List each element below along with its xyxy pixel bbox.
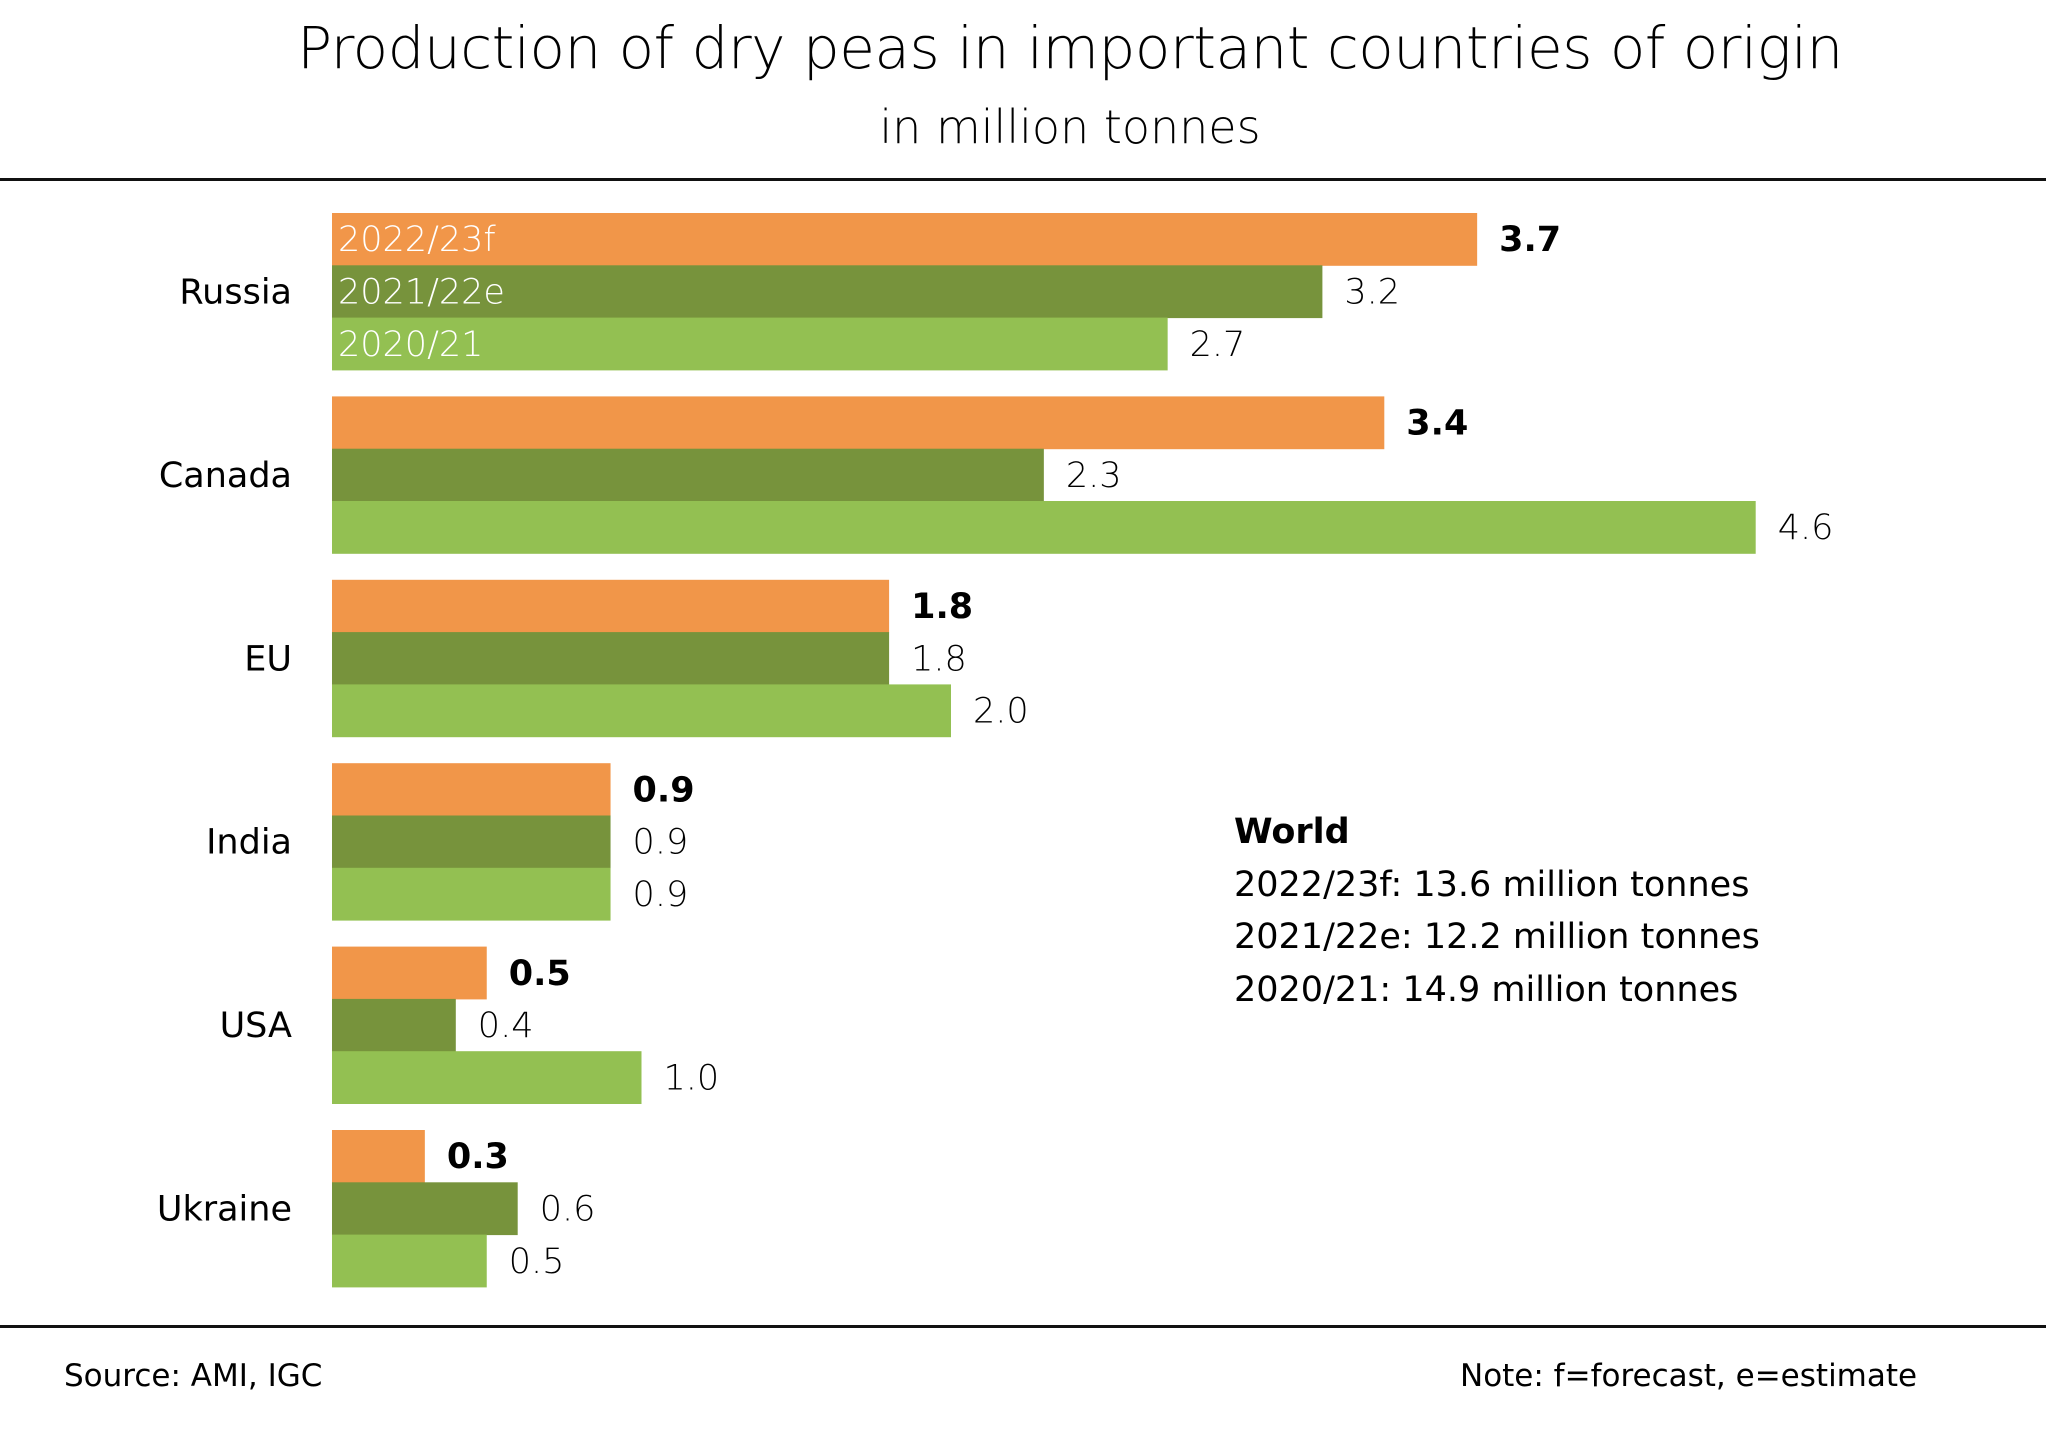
bar-eu-2020-21: [332, 684, 951, 738]
world-line-2020-21: 2020/21: 14.9 million tonnes: [1234, 969, 1739, 1010]
category-label-canada: Canada: [159, 456, 292, 496]
category-label-ukraine: Ukraine: [157, 1189, 292, 1229]
source-note: Source: AMI, IGC: [64, 1358, 323, 1394]
category-label-india: India: [206, 823, 292, 863]
data-label-canada-2020-21: 4.6: [1778, 508, 1834, 548]
bar-eu-2022-23f: [332, 579, 890, 633]
bar-canada-2020-21: [332, 501, 1756, 554]
abbreviation-note: Note: f=forecast, e=estimate: [1460, 1358, 1918, 1394]
world-annotation: World 2022/23f: 13.6 million tonnes 2021…: [1234, 806, 1760, 1016]
bar-india-2020-21: [332, 867, 611, 921]
data-label-eu-2021-22e: 1.8: [911, 639, 967, 679]
legend-label-2021-22e: 2021/22e: [338, 272, 505, 312]
category-label-eu: EU: [244, 639, 292, 679]
bar-ukraine-2021-22e: [332, 1182, 518, 1236]
bar-canada-2021-22e: [332, 448, 1044, 502]
category-label-usa: USA: [220, 1006, 292, 1046]
legend-label-2022-23f: 2022/23f: [338, 220, 496, 260]
legend-label-2020-21: 2020/21: [338, 325, 483, 365]
bottom-divider: [0, 1325, 2046, 1328]
category-label-russia: Russia: [179, 272, 292, 312]
data-label-ukraine-2022-23f: 0.3: [447, 1137, 509, 1177]
bar-russia-2022-23f: [332, 213, 1478, 266]
data-label-india-2022-23f: 0.9: [633, 770, 695, 810]
bar-ukraine-2022-23f: [332, 1130, 425, 1183]
bar-india-2022-23f: [332, 763, 611, 816]
bar-usa-2020-21: [332, 1051, 642, 1104]
bar-usa-2022-23f: [332, 946, 487, 1000]
bar-usa-2021-22e: [332, 998, 456, 1052]
bar-ukraine-2020-21: [332, 1234, 487, 1288]
bar-canada-2022-23f: [332, 396, 1385, 450]
data-label-canada-2022-23f: 3.4: [1406, 404, 1468, 444]
data-label-ukraine-2021-22e: 0.6: [540, 1189, 596, 1229]
chart-subtitle: in million tonnes: [879, 100, 1261, 154]
chart-title: Production of dry peas in important coun…: [297, 14, 1843, 82]
bar-india-2021-22e: [332, 815, 611, 869]
data-label-usa-2021-22e: 0.4: [478, 1006, 534, 1046]
data-label-canada-2021-22e: 2.3: [1066, 456, 1122, 496]
world-title: World: [1234, 812, 1350, 852]
world-line-2021-22e: 2021/22e: 12.2 million tonnes: [1234, 917, 1760, 957]
world-line-2022-23f: 2022/23f: 13.6 million tonnes: [1234, 864, 1750, 905]
data-label-india-2021-22e: 0.9: [633, 823, 689, 863]
data-label-ukraine-2020-21: 0.5: [509, 1242, 565, 1282]
data-label-eu-2020-21: 2.0: [973, 692, 1029, 732]
bar-eu-2021-22e: [332, 632, 890, 685]
data-label-russia-2022-23f: 3.7: [1499, 220, 1561, 260]
data-label-india-2020-21: 0.9: [633, 875, 689, 915]
data-label-usa-2020-21: 1.0: [664, 1058, 720, 1098]
top-divider: [0, 178, 2046, 181]
bar-russia-2021-22e: [332, 265, 1323, 319]
bar-russia-2020-21: [332, 317, 1168, 371]
data-label-russia-2021-22e: 3.2: [1344, 272, 1400, 312]
data-label-eu-2022-23f: 1.8: [911, 587, 973, 627]
data-label-usa-2022-23f: 0.5: [509, 954, 571, 994]
data-label-russia-2020-21: 2.7: [1190, 325, 1246, 365]
